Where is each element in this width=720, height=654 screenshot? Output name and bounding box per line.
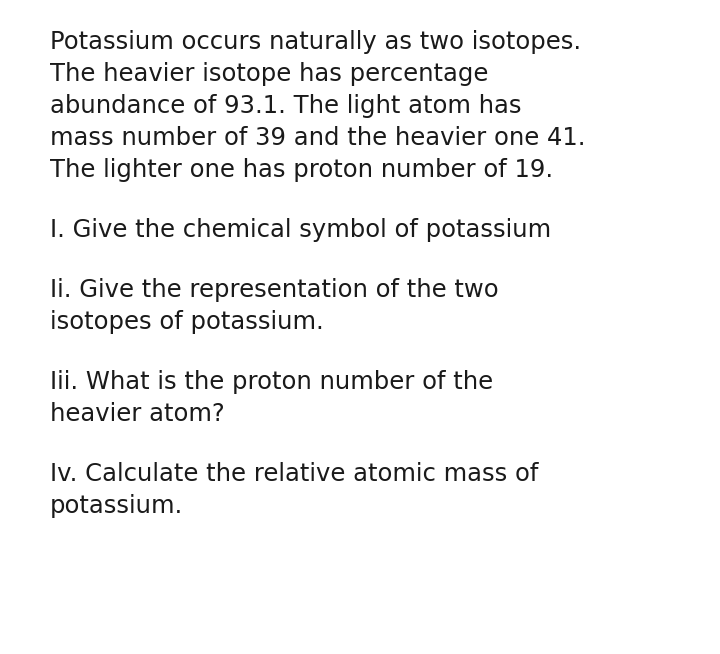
Text: Ii. Give the representation of the two: Ii. Give the representation of the two (50, 278, 499, 302)
Text: Iii. What is the proton number of the: Iii. What is the proton number of the (50, 370, 493, 394)
Text: abundance of 93.1. The light atom has: abundance of 93.1. The light atom has (50, 94, 521, 118)
Text: heavier atom?: heavier atom? (50, 402, 225, 426)
Text: I. Give the chemical symbol of potassium: I. Give the chemical symbol of potassium (50, 218, 551, 242)
Text: mass number of 39 and the heavier one 41.: mass number of 39 and the heavier one 41… (50, 126, 585, 150)
Text: Iv. Calculate the relative atomic mass of: Iv. Calculate the relative atomic mass o… (50, 462, 539, 486)
Text: potassium.: potassium. (50, 494, 184, 518)
Text: The lighter one has proton number of 19.: The lighter one has proton number of 19. (50, 158, 553, 182)
Text: The heavier isotope has percentage: The heavier isotope has percentage (50, 62, 488, 86)
Text: isotopes of potassium.: isotopes of potassium. (50, 310, 324, 334)
Text: Potassium occurs naturally as two isotopes.: Potassium occurs naturally as two isotop… (50, 30, 581, 54)
